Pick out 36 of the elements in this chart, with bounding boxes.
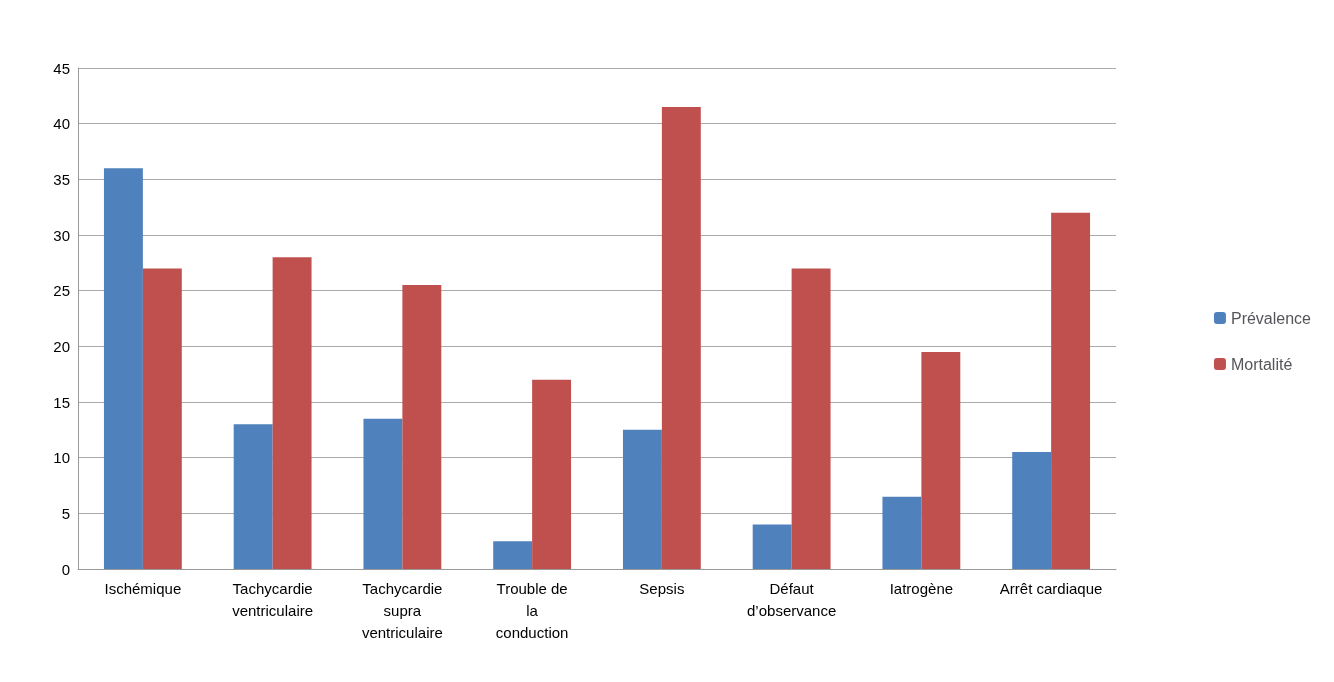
y-tick-label: 5 [61,504,70,522]
bar [1051,212,1091,569]
x-tick-label: Arrêt cardiaque [999,579,1103,597]
x-tick-label: Sepsis [639,579,685,597]
bar [882,496,922,569]
x-tick-label: Iatrogène [889,579,954,597]
bar [272,257,312,569]
bar [493,541,533,569]
y-tick-label: 40 [53,115,70,133]
legend-label: Prévalence [1230,309,1312,327]
y-tick-label: 25 [53,282,70,300]
y-tick-label: 20 [53,337,70,355]
bar [622,429,662,569]
legend-label: Mortalité [1230,355,1293,373]
x-tick-label: Défaut d’observance [747,579,837,619]
x-tick-label: Ischémique [104,579,182,597]
bar [661,106,701,569]
bar [752,524,792,569]
y-tick-label: 15 [53,393,70,411]
y-tick-label: 30 [53,226,70,244]
y-tick-label: 35 [53,170,70,188]
x-tick-label: Tachycardie supra ventriculaire [361,579,443,641]
y-tick-label: 10 [53,449,70,467]
bar [103,168,143,569]
bar [921,351,961,569]
x-tick-label: Trouble de la conduction [495,579,569,641]
y-tick-label: 0 [61,560,70,578]
y-tick-label: 45 [53,59,70,77]
bar [532,379,572,569]
bar [402,285,442,569]
bar [233,424,273,569]
bar [791,268,831,569]
bar [1012,452,1052,569]
x-tick-label: Tachycardie ventriculaire [232,579,314,619]
bar [142,268,182,569]
bar [363,418,403,569]
